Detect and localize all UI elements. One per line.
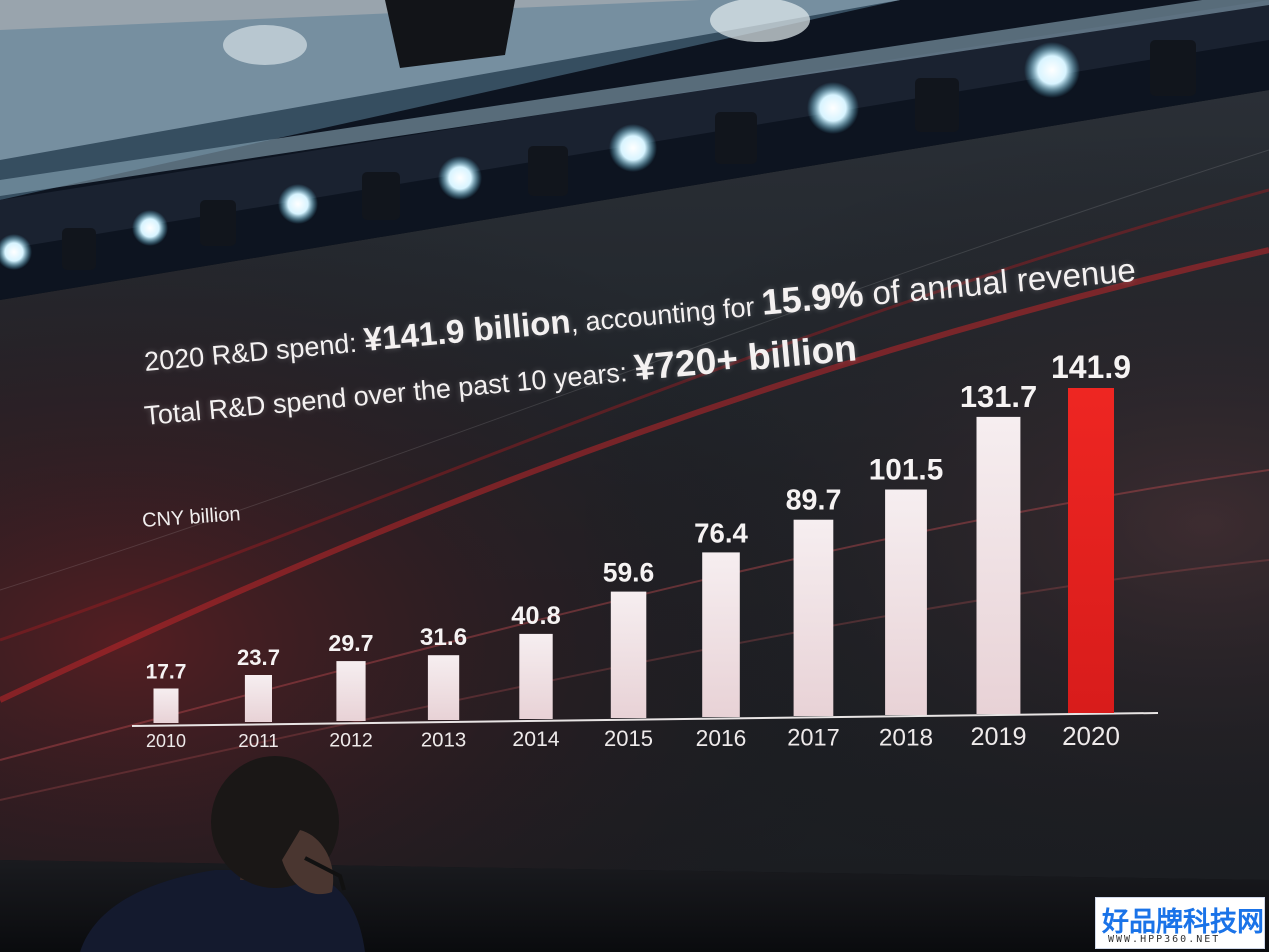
tick-label-2020: 2020 (1062, 721, 1120, 751)
tick-labels-group: 2010 2011 2012 2013 2014 2015 2016 2017 2018 2019… (146, 721, 1120, 752)
tick-label-2010: 2010 (146, 731, 186, 751)
glasses-icon (304, 856, 346, 891)
value-label-2016: 76.4 (694, 517, 748, 548)
value-label-2019: 131.7 (960, 379, 1037, 414)
bar-2018 (885, 489, 927, 715)
bar-2019 (976, 416, 1021, 714)
tick-label-2014: 2014 (512, 728, 559, 751)
red-streak (0, 149, 1269, 591)
tick-label-2011: 2011 (238, 730, 278, 751)
bar-2017 (793, 519, 834, 716)
bar-2010 (153, 688, 179, 723)
bar-2015 (610, 591, 647, 718)
tick-label-2016: 2016 (696, 725, 747, 751)
bar-2011 (244, 675, 272, 722)
person-shoulders (80, 870, 365, 952)
tick-label-2018: 2018 (879, 724, 933, 751)
watermark-url: WWW.HPP360.NET (1108, 934, 1221, 945)
value-label-2018: 101.5 (869, 454, 944, 487)
bar-2014 (519, 633, 553, 719)
x-axis-line (131, 712, 1159, 727)
bars-group (153, 388, 1114, 723)
value-label-2015: 59.6 (603, 558, 655, 588)
bar-2020 (1068, 388, 1114, 713)
value-label-2012: 29.7 (328, 630, 373, 656)
tick-label-2019: 2019 (970, 723, 1026, 751)
value-label-2017: 89.7 (786, 485, 842, 517)
tick-label-2015: 2015 (604, 726, 653, 751)
value-label-2020: 141.9 (1051, 349, 1131, 385)
tick-label-2017: 2017 (787, 726, 840, 752)
bar-2016 (702, 552, 740, 717)
stage-lights (0, 0, 1196, 270)
speaker-box (385, 0, 515, 68)
red-streak (0, 247, 1269, 703)
tick-label-2013: 2013 (421, 729, 466, 751)
site-watermark: 好品牌科技网 WWW.HPP360.NET (1095, 897, 1265, 949)
watermark-logo-text: 好品牌科技网 (1102, 907, 1264, 938)
bar-2012 (336, 661, 366, 721)
value-label-2014: 40.8 (511, 602, 560, 630)
value-label-2013: 31.6 (420, 624, 467, 651)
value-labels-group: 17.7 23.7 29.7 31.6 40.8 59.6 76.4 89.7 101.5 131… (146, 349, 1131, 684)
red-streak (0, 188, 1269, 642)
value-label-2011: 23.7 (237, 645, 280, 670)
value-label-2010: 17.7 (146, 661, 187, 684)
tick-label-2012: 2012 (329, 730, 373, 752)
bar-2013 (427, 655, 460, 720)
